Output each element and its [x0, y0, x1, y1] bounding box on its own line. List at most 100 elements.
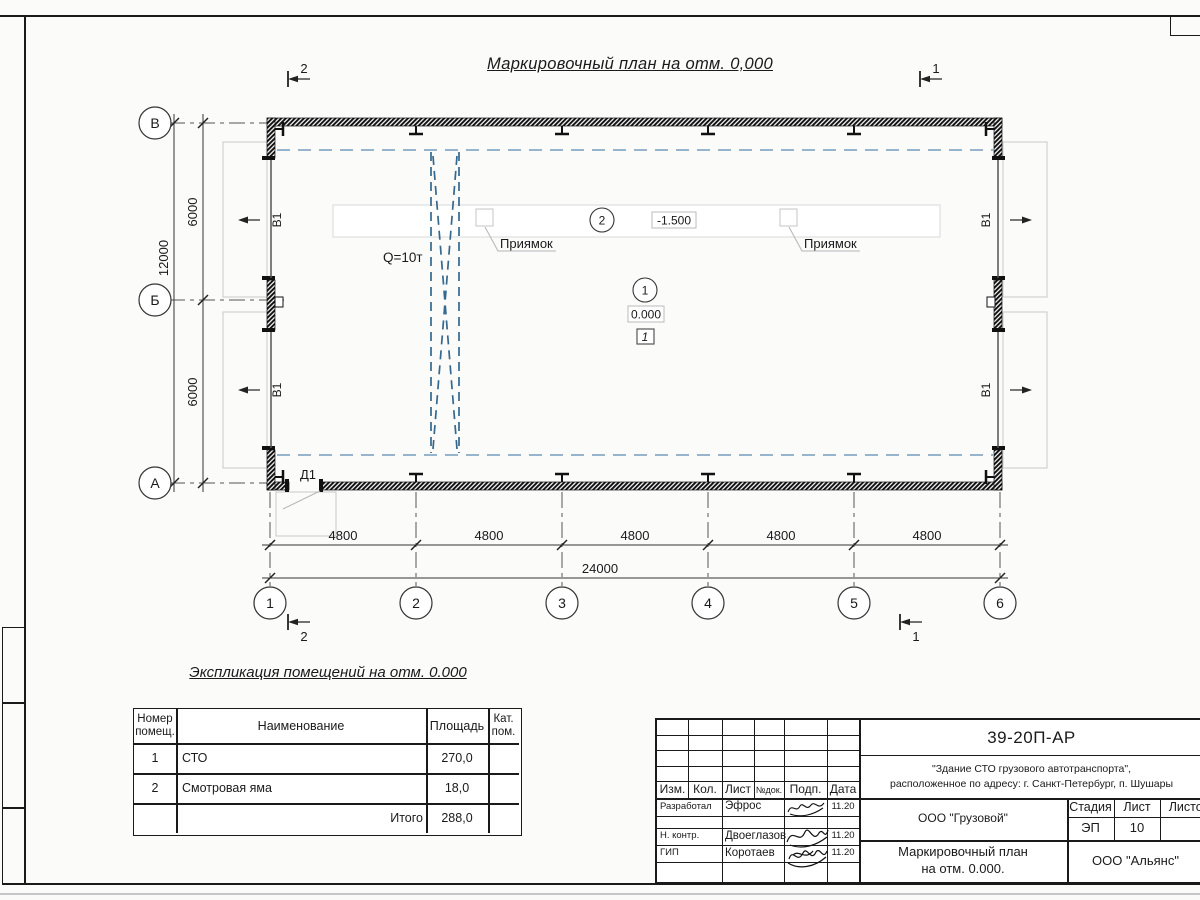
- tb-role-ncontrol: Н. контр.: [660, 830, 700, 842]
- tb-stage-label: Стадия: [1069, 800, 1112, 815]
- expl-header-name: Наименование: [257, 718, 345, 733]
- room-1-number: 1: [642, 284, 649, 298]
- tb-sheet-label: Лист: [1123, 800, 1151, 815]
- tb-date-gip: 11.20: [831, 847, 855, 859]
- door-leader: [282, 490, 321, 510]
- section-mark-top-right: 1: [932, 61, 939, 76]
- tb-stage-value: ЭП: [1081, 820, 1100, 836]
- dim-bay-5: 4800: [913, 528, 942, 543]
- dim-bay-2: 4800: [475, 528, 504, 543]
- axis-label-6: 6: [996, 595, 1004, 611]
- room-2-number: 2: [599, 214, 606, 228]
- pit-strip: [332, 204, 941, 252]
- scan-edge: [0, 893, 1200, 895]
- axis-label-3: 3: [558, 595, 566, 611]
- dim-bay-1: 4800: [329, 528, 358, 543]
- floor-plan: Приямок Приямок Q=10т: [138, 61, 1048, 644]
- tb-col-kol: Кол.: [693, 782, 717, 797]
- dimension-lines: [173, 114, 1008, 579]
- dim-6000-bottom: 6000: [185, 378, 200, 407]
- walls: [266, 117, 1003, 491]
- crane-bridge: [430, 152, 460, 453]
- tb-sheet-value: 10: [1129, 820, 1145, 836]
- window-tag-right-top: В1: [979, 212, 993, 227]
- tb-col-data: Дата: [829, 782, 857, 797]
- expl-row1-num: 1: [151, 750, 159, 765]
- axis-bubbles: [138, 106, 1017, 620]
- signature-icon: [787, 802, 825, 817]
- drawing-title: Маркировочный план на отм. 0,000: [400, 55, 860, 74]
- tb-doc-number: 39-20П-АР: [987, 727, 1076, 747]
- tb-org-customer: ООО "Грузовой": [918, 811, 1008, 826]
- section-marks: [287, 71, 942, 630]
- frame-top: [0, 15, 1200, 17]
- axis-label-1: 1: [266, 595, 274, 611]
- tb-sheets-label: Листов: [1168, 800, 1200, 815]
- signature-icon: [787, 850, 828, 868]
- tb-name-ncontrol: Двоеглазов: [725, 829, 787, 842]
- explication-title-text: Экспликация помещений на отм. 0.000: [189, 664, 467, 681]
- expl-row2-area: 18,0: [444, 780, 470, 795]
- window-tag-left-top: В1: [270, 212, 284, 227]
- expl-row1-area: 270,0: [441, 750, 473, 765]
- crane-zone: [277, 149, 993, 456]
- frame-corner-box: [1170, 15, 1200, 36]
- section-mark-top-left: 2: [300, 61, 307, 76]
- reveal-outlines: [222, 141, 1048, 537]
- door-tag: Д1: [300, 467, 316, 482]
- expl-header-area: Площадь: [429, 718, 485, 733]
- expl-row1-name: СТО: [182, 750, 208, 765]
- axis-grid: [139, 122, 1001, 586]
- floor-type-number: 1: [642, 330, 649, 344]
- margin-box-1: [2, 627, 25, 704]
- window-arrows: [238, 216, 1032, 394]
- dim-bay-3: 4800: [621, 528, 650, 543]
- dim-total: 24000: [582, 561, 618, 576]
- tb-project-name: "Здание СТО грузового автотранспорта", р…: [890, 763, 1173, 790]
- title-block: Изм. Кол. Лист №док. Подп. Дата Разработ…: [655, 718, 1200, 884]
- frame-left: [24, 15, 26, 885]
- axis-label-v: В: [150, 115, 159, 131]
- axis-label-4: 4: [704, 595, 712, 611]
- tb-date-developer: 11.20: [831, 800, 855, 812]
- tb-role-gip: ГИП: [660, 847, 679, 859]
- section-mark-bottom-left: 2: [300, 629, 307, 644]
- expl-header-cat: Кат. пом.: [491, 712, 516, 738]
- axis-label-b: Б: [150, 292, 159, 308]
- window-tag-left-bottom: В1: [270, 382, 284, 397]
- tb-drawing-title: Маркировочный план на отм. 0.000.: [898, 844, 1028, 876]
- tb-org-contractor: ООО "Альянс": [1092, 852, 1179, 868]
- section-mark-bottom-right: 1: [912, 629, 919, 644]
- tb-col-ndok: №док.: [755, 784, 783, 795]
- margin-box-2: [2, 702, 25, 809]
- windows: [270, 160, 999, 448]
- expl-total-label: Итого: [390, 810, 423, 825]
- level-zero-value: 0.000: [631, 308, 661, 322]
- dimension-ticks: [168, 117, 1006, 584]
- tb-col-izm: Изм.: [659, 782, 686, 797]
- expl-header-num: Номер помещ.: [135, 712, 175, 738]
- frame-bottom: [2, 883, 1200, 885]
- axis-b-stubs: [274, 296, 996, 308]
- pit-label-left: Приямок: [500, 236, 553, 251]
- drawing-title-text: Маркировочный план на отм. 0,000: [487, 55, 773, 73]
- expl-row2-name: Смотровая яма: [182, 780, 272, 795]
- explication-title: Экспликация помещений на отм. 0.000: [133, 664, 523, 681]
- signature-icon: [786, 829, 829, 848]
- dim-6000-top: 6000: [185, 198, 200, 227]
- crane-capacity-label: Q=10т: [383, 250, 423, 265]
- room-markers: [589, 207, 697, 345]
- expl-total-area: 288,0: [441, 810, 473, 825]
- pit-label-right: Приямок: [804, 236, 857, 251]
- expl-row2-num: 2: [151, 780, 159, 795]
- dim-bay-4: 4800: [767, 528, 796, 543]
- axis-label-5: 5: [850, 595, 858, 611]
- window-tag-right-bottom: В1: [979, 382, 993, 397]
- margin-box-3: [2, 807, 25, 885]
- tb-role-developer: Разработал: [660, 800, 712, 812]
- tb-name-developer: Эфрос: [725, 800, 762, 813]
- columns: [275, 122, 994, 484]
- tb-date-ncontrol: 11.20: [831, 830, 855, 842]
- dim-12000: 12000: [156, 240, 171, 276]
- tb-col-podp: Подп.: [789, 782, 822, 797]
